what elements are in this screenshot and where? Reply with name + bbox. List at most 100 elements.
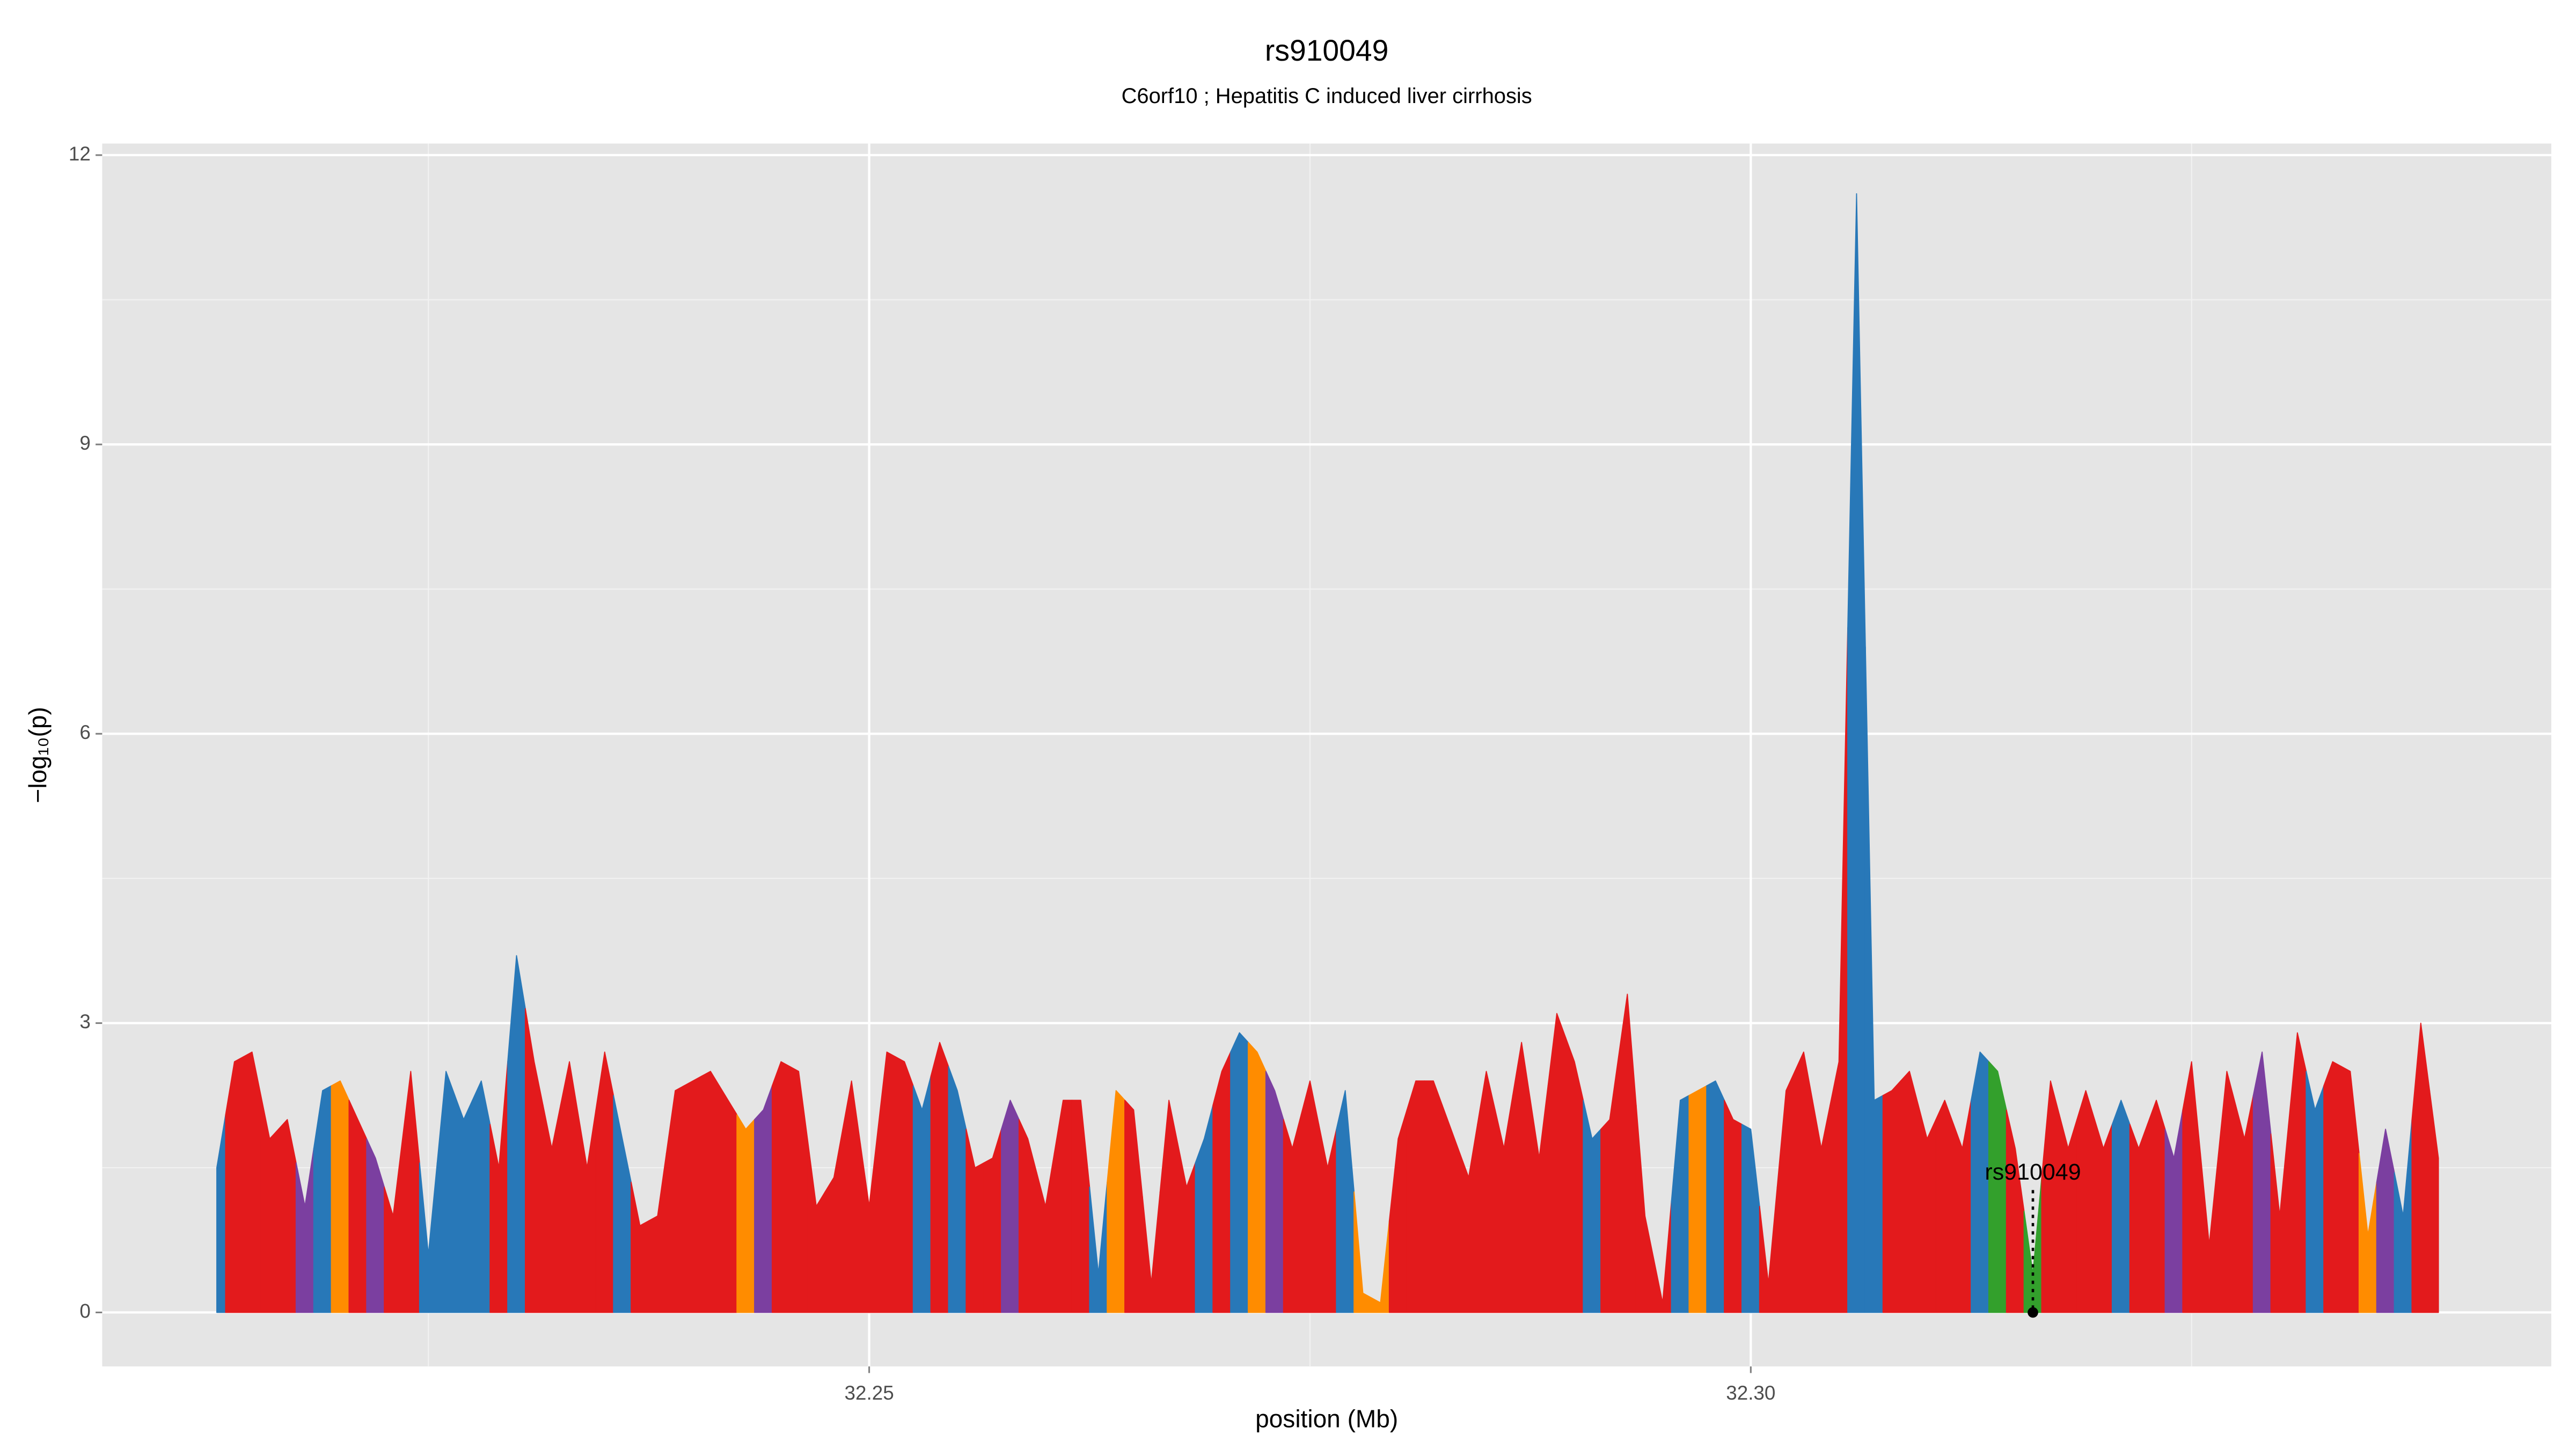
area-segment (313, 1085, 332, 1313)
area-segment (2023, 1177, 2043, 1313)
chart-subtitle: C6orf10 ; Hepatitis C induced liver cirr… (1122, 84, 1532, 108)
area-segment (1353, 1191, 1372, 1313)
area-segment (2252, 1051, 2272, 1313)
area-segment (1512, 1042, 1531, 1313)
area-segment (419, 1162, 438, 1313)
area-segment (648, 1153, 667, 1313)
area-segment (1688, 1085, 1708, 1313)
area-segment (665, 1085, 685, 1313)
area-segment (1089, 1181, 1108, 1313)
y-tick-label: 9 (79, 432, 91, 454)
area-segment (560, 1061, 579, 1313)
area-segment (2341, 1066, 2360, 1313)
area-segment (631, 1181, 649, 1313)
area-segment (2076, 1090, 2095, 1313)
area-segment (1283, 1114, 1302, 1313)
y-tick-label: 0 (79, 1300, 91, 1322)
area-segment (2218, 1071, 2236, 1313)
area-segment (1882, 1080, 1901, 1313)
area-segment (366, 1138, 385, 1313)
area-segment (789, 1066, 808, 1313)
area-segment (1935, 1100, 1955, 1313)
area-segment (454, 1095, 473, 1313)
area-segment (1318, 1124, 1337, 1313)
area-segment (983, 1129, 1002, 1313)
area-segment (1300, 1080, 1320, 1313)
area-segment (1953, 1100, 1972, 1313)
area-segment (842, 1080, 861, 1313)
area-segment (1547, 1013, 1567, 1313)
area-segment (1847, 193, 1866, 1313)
area-segment (1018, 1119, 1037, 1313)
area-segment (2182, 1061, 2201, 1313)
area-segment (1265, 1071, 1284, 1313)
area-segment (1406, 1080, 1425, 1313)
annotation-label: rs910049 (1985, 1159, 2081, 1185)
area-segment (1600, 1056, 1619, 1313)
area-segment (948, 1066, 967, 1313)
area-segment (965, 1129, 985, 1313)
area-segment (1441, 1104, 1461, 1313)
area-segment (577, 1109, 597, 1313)
y-tick-label: 12 (69, 143, 91, 165)
area-segment (1424, 1080, 1443, 1313)
area-segment (1336, 1090, 1355, 1313)
area-segment (1141, 1191, 1161, 1313)
area-segment (2288, 1032, 2307, 1313)
area-segment (1724, 1100, 1743, 1313)
area-segment (278, 1119, 297, 1313)
area-segment (1635, 1104, 1655, 1313)
area-segment (736, 1114, 755, 1313)
area-segment (1812, 1100, 1831, 1313)
area-segment (542, 1104, 561, 1313)
area-segment (1248, 1042, 1267, 1313)
area-segment (1371, 1220, 1390, 1313)
area-segment (2059, 1114, 2078, 1313)
area-segment (2235, 1095, 2254, 1313)
area-segment (895, 1056, 914, 1313)
area-segment (701, 1071, 720, 1313)
area-segment (1829, 627, 1848, 1313)
area-segment (2358, 1153, 2377, 1313)
area-segment (754, 1085, 773, 1313)
area-segment (877, 1051, 896, 1313)
y-tick-label: 6 (79, 721, 91, 743)
area-segment (824, 1129, 844, 1313)
area-segment (2041, 1080, 2060, 1313)
area-segment (1741, 1124, 1760, 1313)
area-segment (225, 1056, 244, 1313)
area-segment (595, 1051, 614, 1313)
area-segment (2306, 1071, 2325, 1313)
area-segment (401, 1071, 420, 1313)
area-segment (2323, 1061, 2342, 1313)
area-segment (1864, 646, 1884, 1313)
area-segment (2394, 1119, 2413, 1313)
area-segment (2200, 1153, 2219, 1313)
area-segment (1107, 1090, 1125, 1313)
chart-title: rs910049 (1265, 34, 1388, 67)
area-segment (1001, 1100, 1020, 1313)
area-segment (930, 1042, 949, 1313)
area-segment (771, 1061, 791, 1313)
area-segment (1036, 1153, 1055, 1313)
area-segment (472, 1080, 491, 1313)
area-segment (1776, 1071, 1796, 1313)
area-segment (2376, 1129, 2395, 1313)
area-segment (912, 1075, 932, 1313)
area-segment (295, 1148, 314, 1313)
area-segment (2429, 1090, 2439, 1313)
area-segment (348, 1100, 368, 1313)
area-segment (2164, 1109, 2184, 1313)
area-segment (331, 1080, 350, 1313)
area-segment (1900, 1071, 1919, 1313)
x-tick-label: 32.25 (844, 1382, 894, 1404)
area-segment (384, 1143, 402, 1313)
area-segment (2129, 1124, 2148, 1313)
area-segment (1477, 1071, 1496, 1313)
x-tick-label: 32.30 (1726, 1382, 1775, 1404)
area-segment (1195, 1104, 1214, 1313)
area-segment (2111, 1100, 2131, 1313)
area-segment (1618, 993, 1637, 1313)
